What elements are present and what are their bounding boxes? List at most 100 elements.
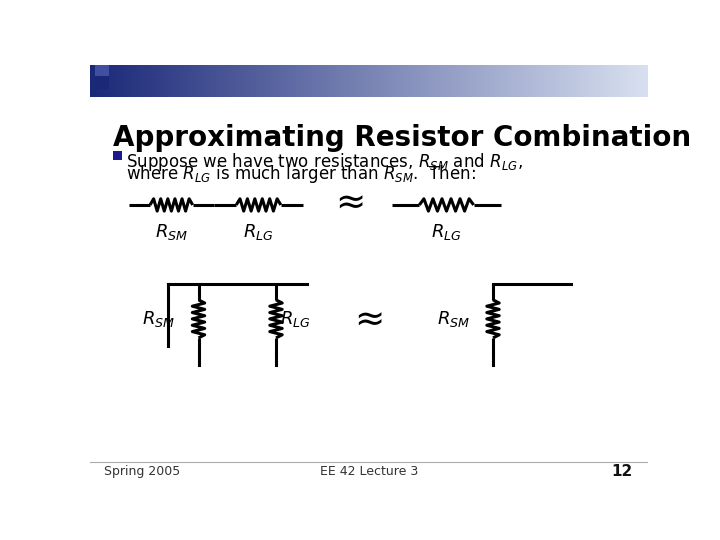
Bar	[467, 65, 470, 97]
Bar	[536, 65, 539, 97]
Text: $R_{LG}$: $R_{LG}$	[243, 222, 274, 242]
Bar	[633, 65, 636, 97]
Bar	[572, 65, 575, 97]
Bar	[183, 65, 186, 97]
Bar	[328, 65, 330, 97]
Bar	[441, 65, 444, 97]
Bar	[529, 65, 531, 97]
Bar	[464, 65, 467, 97]
Bar	[248, 65, 251, 97]
Bar	[189, 65, 192, 97]
Bar	[161, 65, 163, 97]
Bar	[226, 65, 228, 97]
Bar	[124, 65, 126, 97]
Text: 12: 12	[611, 464, 632, 479]
Bar	[374, 65, 377, 97]
Bar	[280, 65, 282, 97]
Bar	[297, 65, 299, 97]
Bar	[534, 65, 537, 97]
Bar	[240, 65, 243, 97]
Bar	[631, 65, 634, 97]
Bar	[616, 65, 619, 97]
Bar	[217, 65, 219, 97]
Bar	[485, 65, 487, 97]
Bar	[222, 65, 225, 97]
Bar	[579, 65, 582, 97]
Bar	[384, 65, 387, 97]
Bar	[434, 65, 437, 97]
Bar	[269, 65, 271, 97]
Bar	[646, 65, 649, 97]
Bar	[233, 65, 236, 97]
Bar	[440, 65, 442, 97]
Bar	[320, 65, 323, 97]
Bar	[105, 65, 107, 97]
Bar	[101, 65, 104, 97]
Bar	[132, 65, 135, 97]
Bar	[150, 65, 152, 97]
Bar	[613, 65, 616, 97]
Bar	[360, 65, 362, 97]
Bar	[343, 65, 346, 97]
Bar	[148, 65, 150, 97]
Bar	[92, 65, 94, 97]
Bar	[587, 65, 589, 97]
Bar	[293, 65, 295, 97]
Bar	[120, 65, 122, 97]
Text: $R_{SM}$: $R_{SM}$	[155, 222, 188, 242]
Bar	[472, 65, 474, 97]
Bar	[533, 65, 535, 97]
Bar	[291, 65, 294, 97]
Text: EE 42 Lecture 3: EE 42 Lecture 3	[320, 465, 418, 478]
Bar	[90, 65, 93, 97]
Bar	[252, 65, 254, 97]
Text: $\approx$: $\approx$	[328, 185, 364, 219]
Bar	[256, 65, 258, 97]
Bar	[194, 65, 197, 97]
Bar	[99, 65, 102, 97]
Bar	[196, 65, 199, 97]
Bar	[266, 65, 269, 97]
Bar	[164, 65, 167, 97]
Bar	[97, 65, 100, 97]
Text: $R_{LG}$: $R_{LG}$	[280, 309, 310, 329]
Bar	[246, 65, 249, 97]
Bar	[390, 65, 392, 97]
Bar	[198, 65, 200, 97]
Bar	[112, 65, 115, 97]
Bar	[575, 65, 578, 97]
Bar	[361, 65, 364, 97]
Bar	[311, 65, 314, 97]
Bar	[494, 65, 496, 97]
Bar	[253, 65, 256, 97]
Bar	[557, 65, 559, 97]
Bar	[157, 65, 160, 97]
Bar	[110, 65, 113, 97]
Bar	[626, 65, 629, 97]
Bar	[276, 65, 279, 97]
Bar	[330, 65, 333, 97]
Bar	[637, 65, 639, 97]
Bar	[230, 65, 232, 97]
Bar	[192, 65, 195, 97]
Bar	[526, 65, 528, 97]
Bar	[624, 65, 626, 97]
Bar	[307, 65, 310, 97]
Bar	[501, 65, 504, 97]
Bar	[583, 65, 585, 97]
Bar	[365, 65, 368, 97]
Bar	[324, 65, 327, 97]
Bar	[109, 65, 111, 97]
Bar	[418, 65, 420, 97]
Bar	[568, 65, 571, 97]
Bar	[427, 65, 429, 97]
Bar	[486, 65, 489, 97]
Bar	[432, 65, 435, 97]
Bar	[539, 65, 541, 97]
Bar	[354, 65, 356, 97]
Bar	[378, 65, 381, 97]
Bar	[520, 65, 522, 97]
Bar	[488, 65, 490, 97]
Bar	[209, 65, 212, 97]
Bar	[449, 65, 451, 97]
